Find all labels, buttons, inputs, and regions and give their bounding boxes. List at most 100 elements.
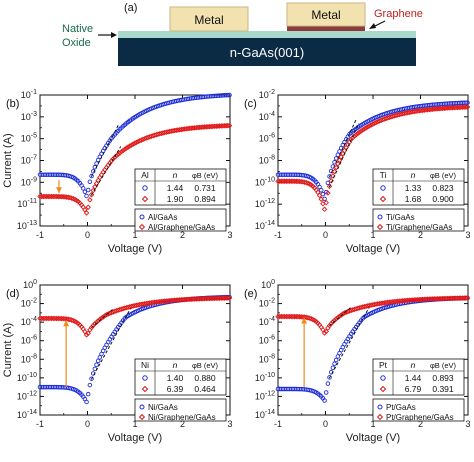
data-point [62,194,68,200]
y-tick-label: 10-12 [255,390,275,401]
data-point [305,314,311,321]
native-oxide-layer [118,31,416,38]
table-cell-n: 1.68 [405,194,422,204]
x-axis-label: Voltage (V) [346,243,400,255]
x-tick-label: 3 [465,419,470,429]
table-marker-graphene [141,385,149,393]
graphene-label: Graphene [374,8,423,20]
data-point [318,196,324,202]
y-tick-exponent: -2 [31,298,37,305]
metal-label-left: Metal [194,13,223,27]
y-tick-label: 10-10 [17,372,37,383]
data-point [368,122,374,128]
data-point [327,375,332,380]
data-point [65,316,71,322]
data-point [90,169,96,174]
table-cell-barrier: 0.880 [194,373,216,383]
data-point [366,123,373,129]
y-tick-exponent: -4 [269,316,275,323]
data-point [227,92,232,98]
y-tick-label: 10-3 [21,111,37,122]
y-tick-exponent: -6 [269,335,275,342]
x-tick-label: -1 [36,230,44,240]
x-tick-label: 2 [418,419,423,429]
data-point [97,355,103,360]
data-point [298,178,305,185]
data-point [87,382,93,388]
param-table [372,168,465,206]
data-point [320,327,326,333]
legend-box [372,208,465,232]
data-point [370,121,376,127]
data-point [336,157,343,163]
data-point [58,193,65,200]
fit-dashed-line [90,304,134,380]
y-tick-exponent: -8 [269,155,275,162]
table-marker-bare [142,375,148,381]
data-point [127,143,133,149]
x-axis-label: Voltage (V) [108,432,162,444]
table-header-n: n [411,360,416,370]
legend-box [134,208,227,232]
data-point [226,122,233,129]
data-point [226,295,233,301]
data-point [332,361,337,366]
data-point [112,154,118,160]
data-point [340,311,346,317]
y-tick-label: 10-8 [259,155,275,166]
substrate-label: n-GaAs(001) [230,45,304,60]
table-header-barrier: φB (eV) [192,171,219,180]
metal-pad-right [286,2,366,27]
fit-dashed-line [328,122,360,188]
x-tick-label: 3 [465,230,470,240]
param-table [372,358,465,396]
y-tick-exponent: -14 [265,220,275,227]
data-point [333,164,339,171]
table-cell-barrier: 0.893 [432,373,454,383]
legend-marker-bare [377,214,383,220]
data-point [84,193,89,199]
legend-entry: Ni/GaAs [148,403,178,412]
y-tick-exponent: -6 [269,133,275,140]
data-point [85,204,91,210]
data-point [318,324,324,330]
data-point [225,92,231,98]
legend-entry: Al/GaAs [148,213,177,222]
data-point [80,204,86,210]
legend-entry: Pt/GaAs [386,403,416,412]
plot-frame [277,94,469,227]
y-tick-label: 100 [261,279,275,290]
param-table [134,358,227,396]
y-tick-label: 10-2 [259,298,275,309]
data-point [361,126,368,132]
y-tick-label: 10-4 [259,111,275,122]
legend-marker-graphene [376,413,384,421]
oxide-pointer-head [111,32,117,38]
data-point [130,141,136,147]
data-point [321,206,328,213]
legend-box [372,398,465,422]
data-point [300,179,306,185]
data-point [303,314,309,321]
y-tick-label: 10-11 [17,198,37,209]
y-tick-exponent: -14 [27,409,37,416]
data-point [80,326,86,332]
data-point [371,120,378,127]
data-point [296,178,303,185]
data-point [463,104,469,110]
data-point [328,320,334,327]
y-tick-exponent: -12 [265,390,275,397]
table-cell-n: 1.33 [405,183,422,193]
y-tick-exponent: -4 [31,316,37,323]
x-tick-label: 2 [418,230,423,240]
x-axis-label: Voltage (V) [108,243,162,255]
y-tick-exponent: -1 [31,89,37,96]
graphene-layer [287,26,365,31]
data-point [291,178,298,185]
y-tick-label: 10-1 [21,89,37,100]
data-point [335,314,341,321]
series-graphene [275,104,471,213]
legend-marker-bare [139,404,145,410]
data-point [132,140,138,147]
